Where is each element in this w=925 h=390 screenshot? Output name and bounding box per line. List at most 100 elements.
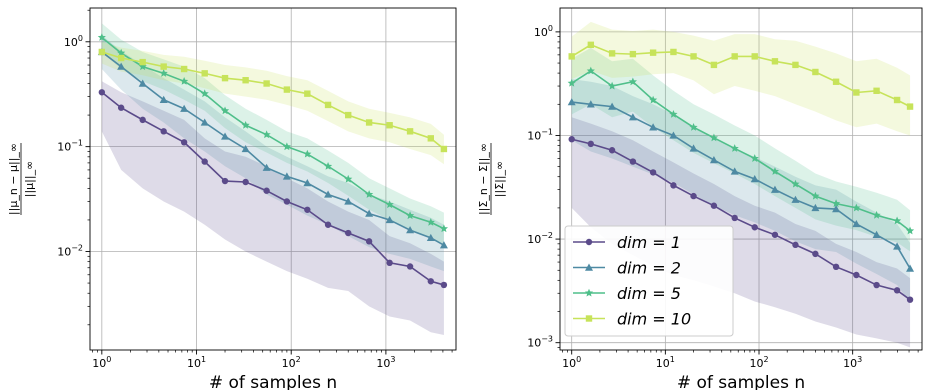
data-point (750, 175, 759, 183)
data-point (906, 264, 915, 272)
x-tick-label: 101 (187, 355, 206, 370)
data-point (440, 145, 448, 153)
x-tick-label: 103 (843, 355, 862, 370)
y-tick-exponent: −2 (71, 244, 83, 253)
data-point (405, 211, 415, 220)
y-tick-label: 10−1 (527, 127, 553, 142)
y-tick-base: 10 (57, 141, 71, 154)
y-label-denominator: ||μ||_∞ (23, 161, 36, 198)
data-point (324, 190, 333, 198)
data-point (831, 199, 841, 208)
x-tick-base: 10 (187, 357, 201, 370)
data-point (629, 158, 637, 165)
data-point (386, 259, 393, 267)
data-point (608, 147, 616, 154)
legend-item: dim = 5 (573, 284, 681, 303)
data-point (180, 104, 189, 112)
data-point (386, 122, 393, 129)
x-tick-exponent: 1 (670, 355, 675, 364)
x-tick-label: 102 (749, 355, 768, 370)
data-point (791, 195, 800, 203)
data-point (365, 119, 373, 126)
y-label-numerator: ||Σ_n − Σ||_∞ (477, 143, 490, 215)
x-tick-label: 100 (562, 355, 581, 370)
y-tick-exponent: 0 (548, 24, 553, 33)
data-point (750, 154, 759, 162)
series-line (101, 91, 445, 286)
series-line (571, 101, 911, 269)
data-point (159, 95, 168, 103)
data-point (832, 78, 840, 85)
data-point (303, 179, 312, 187)
data-point (324, 101, 332, 109)
legend-marker (585, 263, 593, 271)
data-point (160, 63, 167, 70)
data-point (406, 263, 414, 270)
data-point (139, 58, 146, 66)
data-point (262, 130, 271, 139)
data-point (406, 226, 415, 234)
data-point (872, 210, 881, 219)
data-point (567, 98, 576, 106)
x-tick-label: 103 (376, 355, 395, 370)
data-point (345, 111, 352, 119)
data-point (586, 66, 595, 75)
x-tick-exponent: 0 (576, 355, 581, 364)
y-tick-base: 10 (527, 337, 541, 350)
data-point (385, 215, 394, 224)
data-point (180, 139, 188, 146)
y-tick-base: 10 (527, 129, 541, 142)
x-tick-base: 10 (92, 357, 106, 370)
data-point (771, 231, 779, 238)
legend-marker (584, 288, 594, 297)
data-point (873, 87, 880, 94)
data-point (241, 144, 250, 153)
legend-item: dim = 10 (573, 310, 691, 329)
y-tick-base: 10 (57, 246, 71, 259)
y-tick-exponent: −3 (541, 335, 553, 344)
data-point (159, 69, 168, 77)
data-point (893, 287, 901, 294)
x-tick-exponent: 0 (106, 355, 111, 364)
data-point (893, 96, 901, 104)
x-tick-exponent: 2 (763, 355, 768, 364)
data-point (730, 144, 739, 152)
y-tick-exponent: −2 (541, 231, 553, 240)
data-point (670, 182, 677, 189)
y-tick-label: 10−2 (527, 231, 553, 246)
data-point (832, 263, 840, 271)
data-point (669, 110, 678, 118)
x-tick-exponent: 2 (296, 355, 301, 364)
grid (90, 8, 456, 350)
data-point (385, 200, 394, 209)
data-point (138, 79, 147, 87)
data-point (608, 102, 617, 110)
data-point (608, 50, 616, 57)
data-point (832, 205, 841, 213)
data-point (628, 77, 637, 86)
data-point (689, 144, 698, 152)
data-point (649, 169, 657, 176)
legend-label: dim = 5 (617, 284, 681, 303)
data-point (568, 136, 575, 143)
y-tick-base: 10 (64, 36, 78, 49)
x-tick-base: 10 (656, 357, 670, 370)
x-tick-label: 101 (656, 355, 675, 370)
data-point (406, 128, 414, 135)
ticks (85, 9, 453, 355)
x-tick-exponent: 3 (390, 355, 395, 364)
data-point (282, 142, 291, 151)
data-point (97, 33, 106, 41)
data-point (649, 123, 658, 131)
data-point (180, 65, 188, 73)
data-point (812, 68, 819, 76)
x-tick-exponent: 3 (857, 355, 862, 364)
data-point (690, 53, 697, 60)
data-point (365, 190, 374, 198)
data-point (117, 104, 125, 111)
data-point (872, 230, 881, 238)
y-tick-label: 10−1 (57, 139, 83, 154)
series-line (571, 69, 911, 232)
data-point (730, 167, 739, 175)
data-point (628, 113, 637, 121)
